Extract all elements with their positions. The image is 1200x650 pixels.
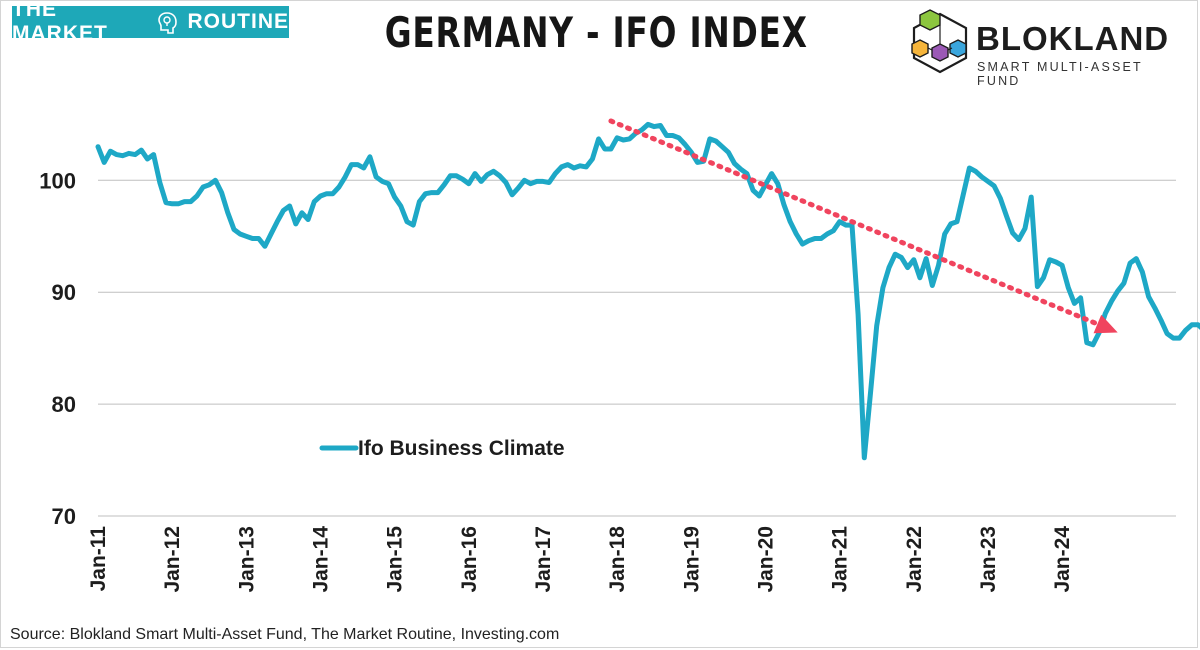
x-tick-label: Jan-17 xyxy=(532,526,555,593)
logo-text-right: ROUTINE xyxy=(187,10,289,33)
market-routine-logo: THE MARKET ROUTINE xyxy=(12,0,289,45)
trend-arrowhead xyxy=(1093,314,1118,334)
y-axis-ticks: 70 80 90 100 xyxy=(39,168,76,529)
y-tick-label: 100 xyxy=(39,168,76,193)
x-tick-label: Jan-11 xyxy=(87,526,110,592)
trend-arrow xyxy=(608,118,1118,334)
legend-label: Ifo Business Climate xyxy=(358,437,565,460)
x-tick-label: Jan-23 xyxy=(977,526,1000,593)
source-note: Source: Blokland Smart Multi-Asset Fund,… xyxy=(10,626,560,643)
blokland-name: BLOKLAND xyxy=(976,20,1170,57)
x-tick-label: Jan-16 xyxy=(458,526,481,593)
x-tick-label: Jan-19 xyxy=(680,526,703,593)
trend-line xyxy=(608,118,1100,327)
x-tick-label: Jan-13 xyxy=(235,526,258,593)
y-tick-label: 70 xyxy=(52,504,76,529)
logo-text-left: THE MARKET xyxy=(12,0,108,45)
grid-lines xyxy=(98,179,1176,517)
x-tick-label: Jan-18 xyxy=(606,526,629,593)
x-axis-ticks: Jan-11 Jan-12 Jan-13 Jan-14 Jan-15 Jan-16 Jan-… xyxy=(87,526,1074,593)
x-tick-label: Jan-14 xyxy=(309,526,332,593)
x-tick-label: Jan-24 xyxy=(1051,526,1074,593)
x-tick-label: Jan-20 xyxy=(754,526,777,593)
page-title: GERMANY - IFO INDEX xyxy=(384,8,808,57)
blokland-logo: BLOKLAND SMART MULTI-ASSET FUND xyxy=(908,8,1188,88)
y-tick-label: 80 xyxy=(52,392,76,417)
x-tick-label: Jan-15 xyxy=(384,526,407,593)
y-tick-label: 90 xyxy=(52,280,76,305)
lightbulb-head-icon xyxy=(156,11,178,34)
series-line-ifo xyxy=(95,121,1200,461)
blokland-tagline: SMART MULTI-ASSET FUND xyxy=(977,60,1143,88)
x-tick-label: Jan-22 xyxy=(903,526,926,593)
legend: Ifo Business Climate xyxy=(319,437,565,460)
x-tick-label: Jan-21 xyxy=(829,526,852,593)
cube-logo-icon xyxy=(911,9,968,74)
x-tick-label: Jan-12 xyxy=(161,526,184,593)
